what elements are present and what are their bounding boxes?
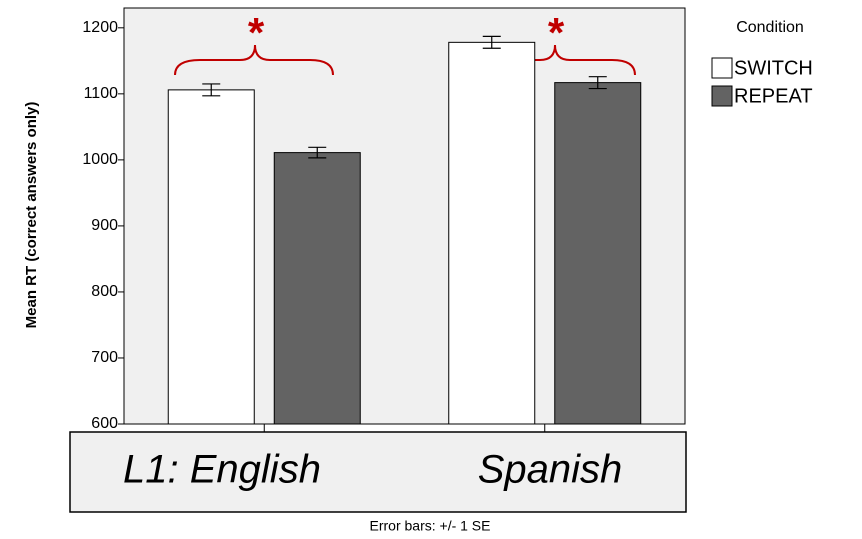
error-bar [482, 35, 501, 49]
legend-label: REPEAT [734, 85, 813, 107]
y-tick-label: 1200 [82, 19, 118, 36]
brace [174, 44, 334, 76]
legend-swatch [711, 85, 733, 107]
error-bar [308, 146, 327, 159]
category-box [69, 431, 687, 513]
error-bar [202, 83, 221, 97]
x-tick-label: L1: English [123, 448, 321, 492]
y-axis-label: Mean RT (correct answers only) [23, 102, 40, 329]
y-tick-label: 800 [91, 283, 118, 300]
bar [554, 82, 642, 425]
bar [273, 152, 361, 425]
legend-title: Condition [736, 19, 804, 36]
footer: Error bars: +/- 1 SE [370, 518, 491, 534]
annotation: * [548, 9, 565, 56]
bar [167, 89, 255, 425]
y-tick-label: 1000 [82, 151, 118, 168]
legend-swatch [711, 57, 733, 79]
legend-label: SWITCH [734, 57, 813, 79]
y-tick-label: 1100 [84, 85, 119, 102]
annotation: * [248, 9, 265, 56]
y-tick-label: 600 [91, 415, 118, 432]
x-tick-label: Spanish [478, 448, 623, 492]
bar [448, 41, 536, 425]
y-tick-label: 900 [91, 217, 118, 234]
error-bar [588, 76, 607, 90]
y-tick-label: 700 [91, 349, 118, 366]
